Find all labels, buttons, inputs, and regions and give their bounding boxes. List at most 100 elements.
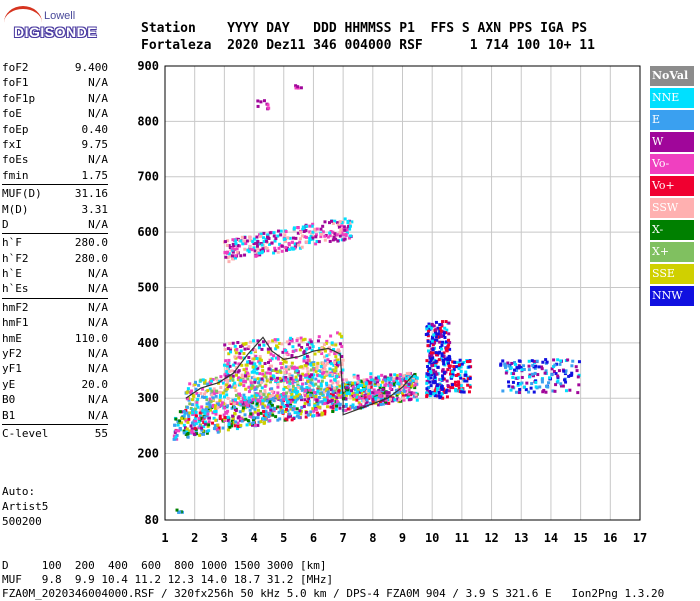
echo-point [278, 341, 282, 345]
echo-point [308, 236, 312, 240]
echo-point [446, 359, 450, 363]
echo-point [266, 236, 270, 240]
echo-point [205, 402, 209, 406]
echo-point [431, 351, 435, 355]
echo-point [298, 393, 302, 397]
echo-point [344, 404, 348, 408]
echo-point [175, 433, 179, 437]
echo-point [429, 384, 433, 388]
echo-point [371, 390, 375, 394]
echo-point [398, 373, 402, 377]
echo-point [376, 398, 380, 402]
echo-point [392, 377, 396, 381]
echo-point [447, 362, 451, 366]
x-tick-label: 7 [340, 531, 347, 545]
echo-point [362, 399, 366, 403]
echo-point [435, 338, 439, 342]
echo-point [369, 375, 373, 379]
echo-point [185, 405, 189, 409]
echo-point [229, 401, 233, 405]
echo-point [220, 401, 224, 405]
echo-point [260, 251, 264, 255]
echo-point [258, 355, 262, 359]
echo-point [239, 416, 243, 420]
echo-point [395, 376, 399, 380]
echo-point [313, 404, 317, 408]
echo-point [344, 403, 348, 407]
echo-point [356, 382, 360, 386]
echo-point [314, 235, 318, 239]
echo-point [326, 235, 330, 239]
echo-point [309, 340, 313, 344]
echo-point [270, 387, 274, 391]
echo-point [459, 384, 463, 388]
echo-point [283, 366, 287, 370]
echo-point [551, 389, 555, 393]
x-tick-label: 13 [514, 531, 528, 545]
echo-point [244, 400, 248, 404]
echo-point [534, 364, 538, 368]
echo-point [254, 365, 258, 369]
echo-point [315, 398, 319, 402]
echo-point [191, 409, 195, 413]
echo-point [329, 392, 333, 396]
echo-point [577, 373, 581, 377]
echo-point [255, 402, 259, 406]
echo-point [399, 399, 403, 403]
echo-point [570, 371, 574, 375]
echo-point [440, 392, 444, 396]
echo-point [262, 398, 266, 402]
echo-point [200, 418, 204, 422]
echo-point [339, 334, 343, 338]
echo-point [337, 375, 341, 379]
echo-point [336, 373, 340, 377]
echo-point [229, 385, 233, 389]
echo-point [507, 384, 511, 388]
echo-point [550, 373, 554, 377]
echo-point [224, 375, 228, 379]
echo-point [211, 396, 215, 400]
echo-point [259, 358, 263, 362]
echo-point [263, 384, 267, 388]
echo-point [279, 229, 283, 233]
echo-point [329, 349, 333, 353]
echo-point [345, 228, 349, 232]
echo-point [462, 390, 466, 394]
echo-point [317, 349, 321, 353]
echo-point [335, 221, 339, 225]
echo-point [305, 240, 309, 244]
echo-point [314, 242, 318, 246]
echo-point [306, 358, 310, 362]
echo-point [258, 383, 262, 387]
echo-point [266, 233, 270, 237]
echo-point [507, 364, 511, 368]
echo-point [233, 381, 237, 385]
echo-point [233, 239, 237, 243]
echo-point [228, 254, 232, 258]
echo-point [439, 387, 443, 391]
echo-point [264, 237, 268, 241]
echo-point [364, 387, 368, 391]
echo-point [530, 359, 534, 363]
echo-point [335, 233, 339, 237]
echo-point [456, 372, 460, 376]
param-value: N/A [88, 282, 108, 296]
echo-point [341, 228, 345, 232]
echo-point [310, 342, 314, 346]
echo-point [537, 365, 541, 369]
echo-point [414, 383, 418, 387]
param-name: foEp [2, 122, 29, 136]
echo-point [320, 352, 324, 356]
y-tick-label: 600 [137, 225, 159, 239]
legend-item-w: W [650, 132, 694, 152]
echo-point [268, 371, 272, 375]
echo-point [468, 385, 472, 389]
echo-point [282, 392, 286, 396]
echo-point [276, 229, 280, 233]
echo-point [330, 401, 334, 405]
echo-point [377, 392, 381, 396]
echo-point [303, 398, 307, 402]
echo-point [517, 391, 521, 395]
echo-point [268, 380, 272, 384]
echo-point [231, 378, 235, 382]
